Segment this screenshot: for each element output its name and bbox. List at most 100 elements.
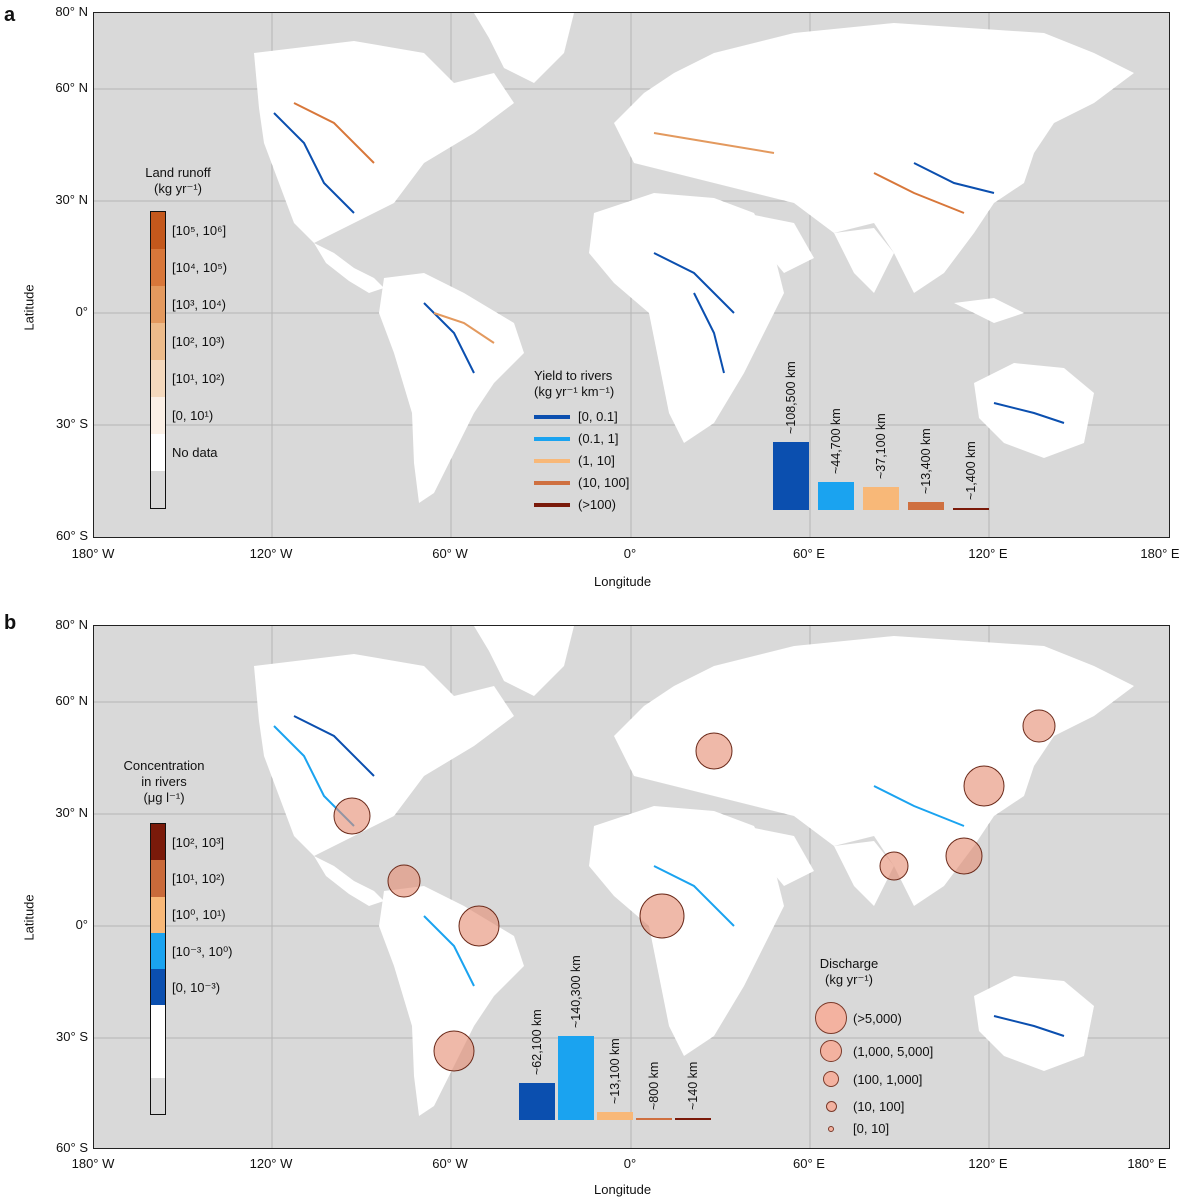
colorbar-title-line2: (kg yr⁻¹) xyxy=(153,181,203,196)
panel-b-lon-tick: 120° W xyxy=(249,1156,293,1171)
colorbar-class-label: [0, 10⁻³) xyxy=(172,979,221,995)
panel-a-lat-tick: 60° S xyxy=(56,528,88,543)
discharge-legend-item: (>5,000) xyxy=(815,1002,902,1034)
bar-value-label: ~1,400 km xyxy=(964,441,978,500)
discharge-legend-title-line1: Discharge xyxy=(819,956,879,971)
bar-value-label: ~108,500 km xyxy=(784,361,798,434)
discharge-legend-item: [0, 10] xyxy=(828,1121,889,1136)
panel-b-land xyxy=(254,626,1134,1116)
colorbar-class-label: [10³, 10⁴) xyxy=(172,297,226,313)
colorbar-segment xyxy=(151,1041,165,1078)
discharge-legend-label: [0, 10] xyxy=(853,1121,890,1136)
panel-a-lon-tick: 180° E xyxy=(1140,546,1180,561)
panel-a-lon-tick: 120° E xyxy=(968,546,1008,561)
panel-b-x-axis-label: Longitude xyxy=(594,1182,652,1197)
bar-value-label: ~44,700 km xyxy=(829,408,843,474)
panel-b-map: Concentration in rivers (μg l⁻¹) [10², 1… xyxy=(93,625,1170,1149)
discharge-legend-label: (10, 100] xyxy=(853,1099,905,1114)
colorbar-title-line1: Land runoff xyxy=(145,165,211,180)
yield-legend-item: (10, 100] xyxy=(534,475,629,490)
bar-value-label: ~13,100 km xyxy=(608,1038,622,1105)
panel-a-land xyxy=(254,13,1134,503)
panel-a-lat-tick: 30° S xyxy=(56,416,88,431)
panel-b-lon-tick: 0° xyxy=(623,1156,637,1171)
panel-b-lon-tick: 60° E xyxy=(793,1156,825,1171)
discharge-legend-circle xyxy=(823,1071,839,1087)
colorbar-segment xyxy=(151,323,165,360)
colorbar-class-label: [10¹, 10²) xyxy=(172,371,225,387)
colorbar-segment xyxy=(151,249,165,286)
bar xyxy=(675,1118,711,1120)
colorbar-segment xyxy=(151,397,165,434)
colorbar-segment xyxy=(151,360,165,397)
colorbar-segment xyxy=(151,286,165,323)
colorbar-segment xyxy=(151,434,165,471)
panel-b-lon-tick: 180° E xyxy=(1127,1156,1167,1171)
panel-a-letter: a xyxy=(4,4,16,26)
yield-legend-title-line1: Yield to rivers xyxy=(534,368,613,383)
discharge-legend-title-line2: (kg yr⁻¹) xyxy=(824,972,874,987)
panel-b-map-svg xyxy=(94,626,1169,1148)
colorbar-segment xyxy=(151,969,165,1006)
panel-a-colorbar-title: Land runoff (kg yr⁻¹) xyxy=(132,165,224,197)
panel-a-rivers xyxy=(273,102,1065,424)
bar xyxy=(519,1082,555,1120)
discharge-legend-circle xyxy=(825,1101,837,1112)
yield-legend-swatch xyxy=(534,458,570,463)
discharge-legend-item: (10, 100] xyxy=(825,1099,905,1114)
panel-a-lon-tick: 0° xyxy=(623,546,637,561)
bar-value-label: ~37,100 km xyxy=(874,413,888,479)
panel-a-map-svg xyxy=(94,13,1169,537)
panel-b-colorbar-title: Concentration in rivers (μg l⁻¹) xyxy=(114,758,214,806)
discharge-legend-label: (100, 1,000] xyxy=(853,1071,923,1087)
bar xyxy=(773,442,809,510)
panel-a-lon-tick: 120° W xyxy=(249,546,293,561)
colorbar-class-label: [10², 10³] xyxy=(172,834,225,850)
bar xyxy=(558,1036,594,1120)
colorbar-class-label: [10⁴, 10⁵) xyxy=(172,260,228,276)
panel-a-lat-tick: 0° xyxy=(75,304,88,319)
bar-value-label: ~62,100 km xyxy=(530,1009,544,1075)
colorbar-class-label: [10⁻³, 10⁰) xyxy=(172,943,233,959)
yield-legend-title-line2: (kg yr⁻¹ km⁻¹) xyxy=(534,384,615,399)
bar-value-label: ~140 km xyxy=(686,1061,700,1110)
bar xyxy=(818,481,854,510)
panel-a-lon-tick: 60° E xyxy=(793,546,825,561)
colorbar-class-label: [10⁰, 10¹) xyxy=(172,907,226,923)
bar xyxy=(597,1112,633,1120)
yield-legend-swatch xyxy=(534,436,570,441)
discharge-legend-circle xyxy=(828,1125,834,1132)
colorbar-title-line1: Concentration xyxy=(123,758,205,773)
colorbar-segment xyxy=(151,896,165,933)
panel-b-lat-tick: 60° N xyxy=(55,693,88,708)
colorbar-segment xyxy=(151,860,165,897)
colorbar-title-line2: in rivers xyxy=(141,774,187,789)
colorbar-title-line3: (μg l⁻¹) xyxy=(143,790,185,805)
panel-b-y-axis-label: Latitude xyxy=(21,894,37,941)
discharge-legend-label: (>5,000) xyxy=(853,1010,902,1026)
yield-legend-swatch xyxy=(534,414,570,419)
colorbar-class-label: [0, 10¹) xyxy=(172,408,214,424)
discharge-legend-title: Discharge (kg yr⁻¹) xyxy=(804,956,894,988)
colorbar-class-label: No data xyxy=(172,445,218,461)
panel-b-letter: b xyxy=(4,612,17,634)
colorbar-class-label: [10¹, 10²) xyxy=(172,871,225,887)
yield-legend-item: (>100) xyxy=(534,497,616,512)
discharge-legend-label: (1,000, 5,000] xyxy=(853,1043,934,1059)
panel-b-lon-tick: 120° E xyxy=(968,1156,1008,1171)
colorbar-segment xyxy=(151,932,165,969)
discharge-legend-item: (100, 1,000] xyxy=(823,1071,922,1087)
yield-legend-label: (0.1, 1] xyxy=(578,431,619,446)
panel-a-lon-tick: 180° W xyxy=(71,546,115,561)
colorbar-class-label: [10², 10³) xyxy=(172,334,225,350)
discharge-legend-circle xyxy=(820,1040,842,1062)
bar xyxy=(953,508,989,510)
panel-a-x-axis-label: Longitude xyxy=(594,574,652,589)
colorbar-segment xyxy=(151,1005,165,1042)
panel-b-lat-tick: 60° S xyxy=(56,1140,88,1155)
panel-a-lat-tick: 60° N xyxy=(55,80,88,95)
bar xyxy=(863,486,899,510)
yield-legend-label: (1, 10] xyxy=(578,453,615,468)
panel-a-lon-tick: 60° W xyxy=(432,546,468,561)
colorbar-segment xyxy=(151,1077,165,1114)
